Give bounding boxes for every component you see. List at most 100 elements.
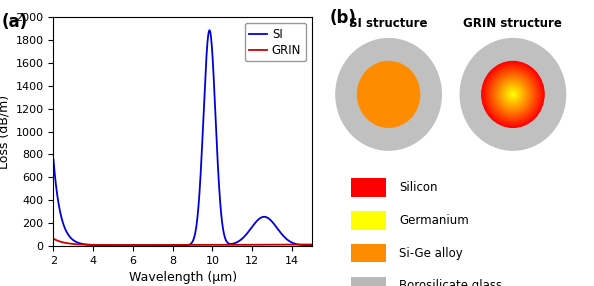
Circle shape xyxy=(484,63,542,125)
SI xyxy=(301,243,308,247)
Circle shape xyxy=(487,67,539,122)
Circle shape xyxy=(507,88,519,101)
Text: Germanium: Germanium xyxy=(399,214,469,227)
Circle shape xyxy=(489,70,536,119)
Circle shape xyxy=(494,74,532,114)
SI xyxy=(50,158,57,161)
Circle shape xyxy=(492,72,534,117)
Circle shape xyxy=(510,91,516,98)
Circle shape xyxy=(482,62,544,127)
Circle shape xyxy=(500,80,526,109)
Circle shape xyxy=(510,91,516,98)
Circle shape xyxy=(482,61,544,127)
Circle shape xyxy=(494,75,532,114)
Bar xyxy=(350,244,386,263)
Circle shape xyxy=(511,92,515,97)
Circle shape xyxy=(512,94,514,95)
Circle shape xyxy=(510,92,516,97)
Circle shape xyxy=(502,82,524,106)
SI xyxy=(169,244,176,247)
Circle shape xyxy=(508,90,517,99)
Circle shape xyxy=(498,79,527,110)
Circle shape xyxy=(487,67,539,122)
GRIN xyxy=(176,243,183,247)
Circle shape xyxy=(491,71,535,118)
Circle shape xyxy=(484,63,542,126)
Circle shape xyxy=(493,74,533,115)
GRIN xyxy=(308,243,315,246)
SI xyxy=(254,219,261,223)
Line: GRIN: GRIN xyxy=(53,239,312,245)
Circle shape xyxy=(488,68,538,120)
Circle shape xyxy=(495,76,531,113)
Circle shape xyxy=(485,64,541,124)
Circle shape xyxy=(486,66,539,122)
Circle shape xyxy=(486,65,540,123)
GRIN xyxy=(254,243,261,247)
Text: SI structure: SI structure xyxy=(349,17,428,30)
GRIN xyxy=(301,243,308,246)
GRIN xyxy=(301,243,308,246)
Circle shape xyxy=(505,86,521,103)
Circle shape xyxy=(507,89,519,100)
Legend: SI, GRIN: SI, GRIN xyxy=(245,23,306,61)
Circle shape xyxy=(501,82,525,107)
Circle shape xyxy=(491,71,535,118)
Circle shape xyxy=(505,86,521,103)
Circle shape xyxy=(501,82,525,107)
Circle shape xyxy=(489,69,536,120)
Bar xyxy=(350,178,386,197)
Circle shape xyxy=(506,87,520,102)
Text: Borosilicate glass: Borosilicate glass xyxy=(399,279,503,286)
Circle shape xyxy=(485,65,541,124)
Line: SI: SI xyxy=(53,30,312,245)
SI xyxy=(206,29,213,32)
Circle shape xyxy=(512,93,514,96)
Circle shape xyxy=(504,85,522,104)
Circle shape xyxy=(492,73,533,116)
Text: (b): (b) xyxy=(329,9,356,27)
Text: GRIN structure: GRIN structure xyxy=(463,17,563,30)
Circle shape xyxy=(484,64,542,125)
GRIN xyxy=(50,237,57,241)
Circle shape xyxy=(460,39,565,150)
Circle shape xyxy=(501,81,525,108)
Circle shape xyxy=(497,77,529,112)
SI xyxy=(169,244,176,247)
GRIN xyxy=(124,243,131,247)
Circle shape xyxy=(488,68,538,121)
Circle shape xyxy=(494,74,532,115)
Bar xyxy=(350,211,386,229)
Text: (a): (a) xyxy=(2,13,28,31)
Text: Si-Ge alloy: Si-Ge alloy xyxy=(399,247,463,260)
Circle shape xyxy=(508,90,517,99)
Circle shape xyxy=(358,61,420,127)
GRIN xyxy=(169,243,176,247)
Circle shape xyxy=(500,80,526,108)
SI xyxy=(308,244,315,247)
Circle shape xyxy=(504,85,522,104)
Y-axis label: Loss (dB/m): Loss (dB/m) xyxy=(0,94,10,169)
Circle shape xyxy=(488,68,538,121)
SI xyxy=(301,243,308,247)
Circle shape xyxy=(499,80,527,109)
Circle shape xyxy=(511,93,514,96)
SI xyxy=(63,230,70,234)
Circle shape xyxy=(495,75,531,114)
Circle shape xyxy=(498,79,527,110)
Circle shape xyxy=(509,90,517,98)
Circle shape xyxy=(336,39,441,150)
Circle shape xyxy=(511,92,515,96)
Circle shape xyxy=(496,76,530,112)
Circle shape xyxy=(483,63,543,126)
Circle shape xyxy=(504,85,522,104)
Circle shape xyxy=(495,76,530,113)
GRIN xyxy=(63,241,70,245)
Circle shape xyxy=(485,65,541,124)
Circle shape xyxy=(508,89,518,100)
Circle shape xyxy=(490,70,536,119)
Circle shape xyxy=(482,62,544,126)
Bar xyxy=(350,277,386,286)
Circle shape xyxy=(503,83,523,106)
X-axis label: Wavelength (μm): Wavelength (μm) xyxy=(128,271,237,284)
